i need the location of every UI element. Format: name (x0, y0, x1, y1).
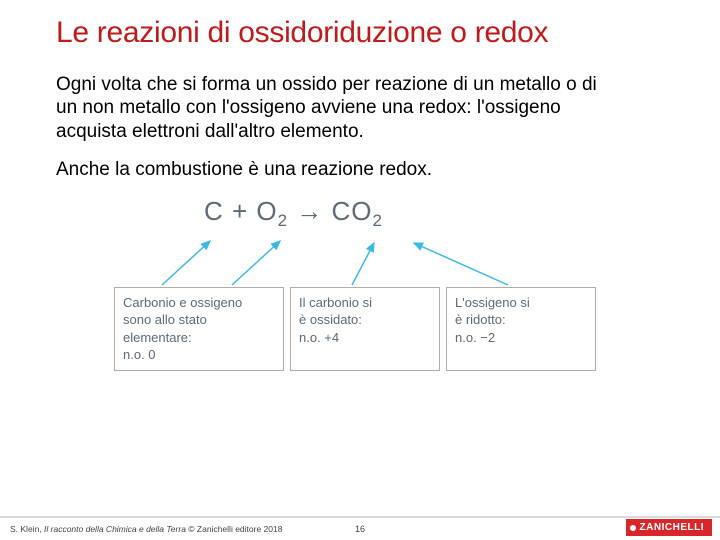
arrow-c-left (162, 241, 210, 285)
footer-citation: S. Klein, Il racconto della Chimica e de… (10, 524, 282, 534)
page-number: 16 (355, 524, 365, 534)
slide-title: Le reazioni di ossidoriduzione o redox (56, 16, 664, 51)
box-oxygen-reduced: L'ossigeno si è ridotto: n.o. −2 (446, 287, 596, 371)
box-elemental-state: Carbonio e ossigeno sono allo stato elem… (114, 287, 284, 371)
annotation-boxes: Carbonio e ossigeno sono allo stato elem… (114, 287, 634, 371)
box-carbon-oxidized: Il carbonio si è ossidato: n.o. +4 (290, 287, 440, 371)
eq-C-right: C (332, 196, 352, 226)
slide-footer: S. Klein, Il racconto della Chimica e de… (0, 518, 720, 540)
arrow-o2-right (414, 243, 508, 285)
chemical-equation: C + O2 → CO2 (204, 196, 634, 231)
eq-O-right: O (351, 196, 372, 226)
eq-C-left: C (204, 196, 224, 226)
publisher-logo: ZANICHELLI (626, 519, 712, 536)
paragraph-1: Ogni volta che si forma un ossido per re… (56, 73, 616, 144)
paragraph-2: Anche la combustione è una reazione redo… (56, 158, 616, 182)
annotation-arrows (114, 237, 634, 289)
reaction-diagram: C + O2 → CO2 Carbonio e ossigeno sono al… (114, 196, 634, 371)
arrow-o2-left (232, 241, 280, 285)
eq-O-left: O (256, 196, 277, 226)
arrow-c-right (352, 243, 374, 285)
